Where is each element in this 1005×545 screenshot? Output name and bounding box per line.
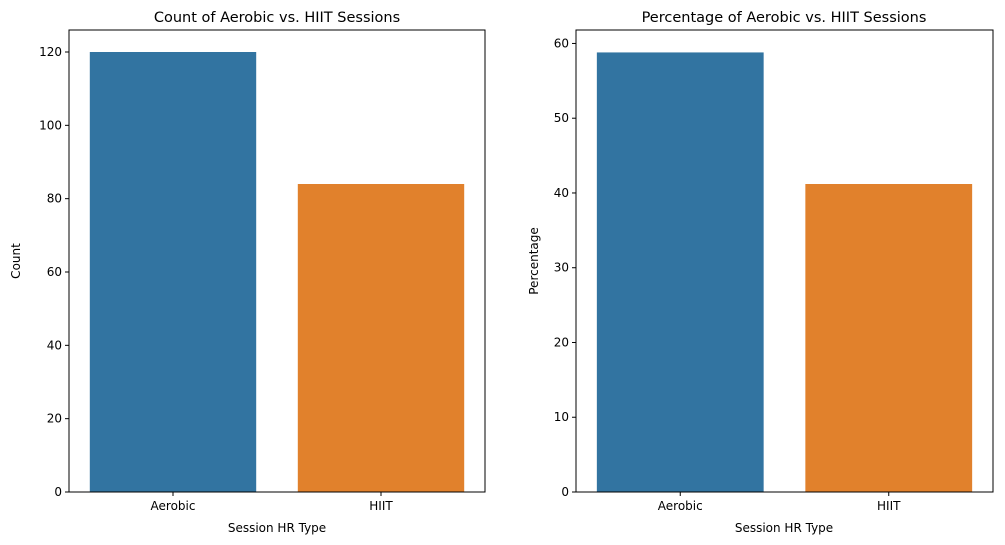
y-axis-label: Percentage <box>527 227 541 295</box>
x-tick-label: Aerobic <box>658 499 703 513</box>
x-tick-label: HIIT <box>877 499 901 513</box>
bar-hiit <box>297 184 465 492</box>
x-tick-label: HIIT <box>369 499 393 513</box>
y-tick-label: 40 <box>47 338 62 352</box>
y-tick-label: 20 <box>47 412 62 426</box>
plot-frame <box>575 29 994 493</box>
y-tick-label: 0 <box>54 485 62 499</box>
bar-hiit <box>805 184 973 492</box>
y-axis-label: Count <box>9 243 23 279</box>
y-tick-label: 120 <box>39 45 62 59</box>
y-tick-label: 80 <box>47 192 62 206</box>
chart-right: Percentage of Aerobic vs. HIIT Sessions … <box>527 10 994 535</box>
y-tick-label: 0 <box>561 485 569 499</box>
bar-aerobic <box>89 52 257 492</box>
chart-title: Count of Aerobic vs. HIIT Sessions <box>154 10 400 26</box>
chart-title: Percentage of Aerobic vs. HIIT Sessions <box>642 10 927 26</box>
y-tick-label: 20 <box>554 335 569 349</box>
chart-left: Count of Aerobic vs. HIIT Sessions 0 20 40… <box>9 10 486 535</box>
y-tick-label: 10 <box>554 410 569 424</box>
y-tick-label: 100 <box>39 118 62 132</box>
bar-aerobic <box>596 52 764 492</box>
x-axis-label: Session HR Type <box>735 521 833 535</box>
y-tick-label: 60 <box>554 36 569 50</box>
plot-frame <box>68 29 486 493</box>
x-axis-label: Session HR Type <box>228 521 326 535</box>
y-tick-label: 60 <box>47 265 62 279</box>
y-tick-label: 50 <box>554 111 569 125</box>
y-tick-label: 40 <box>554 186 569 200</box>
x-tick-label: Aerobic <box>151 499 196 513</box>
y-tick-label: 30 <box>554 261 569 275</box>
